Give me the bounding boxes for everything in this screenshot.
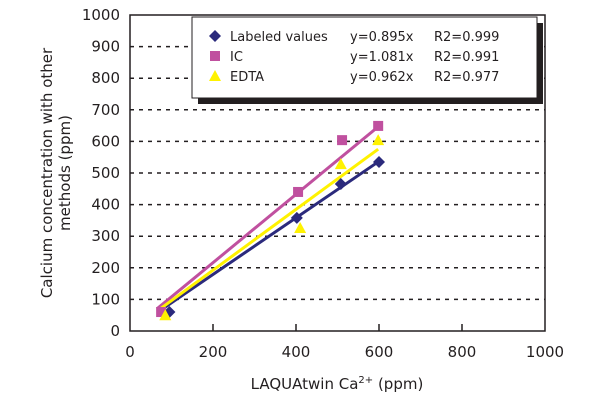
legend-marker-ic [210,51,220,61]
legend-equation-edta: y=0.962x [350,70,414,85]
point-ic [337,135,348,146]
x-axis-ticks: 0 200 400 600 800 1000 [125,324,564,361]
y-tick-label: 600 [91,132,120,150]
y-tick-label: 1000 [82,6,120,24]
legend-label-edta: EDTA [230,70,264,85]
y-tick-label: 500 [91,164,120,182]
legend-marker-labeled-values [209,30,221,42]
legend-r2-edta: R2=0.977 [434,70,499,85]
trendlines [156,125,380,310]
legend: Labeled values y=0.895x R2=0.999 IC y=1.081x… [191,16,543,104]
plot-frame [129,14,546,332]
y-tick-label: 0 [110,322,120,340]
legend-label-ic: IC [230,50,243,65]
y-tick-label: 300 [91,227,120,245]
point-labeled-values [290,211,303,224]
y-axis-label-line2: methods (ppm) [56,115,74,231]
y-tick-label: 200 [91,259,120,277]
legend-marker-edta [209,70,221,81]
x-axis-label: LAQUAtwin Ca2+ (ppm) [251,375,424,393]
point-labeled-values [334,178,347,191]
legend-equation-ic: y=1.081x [350,50,414,65]
x-tick-label: 400 [282,343,311,361]
y-tick-label: 900 [91,38,120,56]
x-tick-label: 0 [125,343,135,361]
legend-label-labeled-values: Labeled values [230,30,328,45]
legend-r2-labeled-values: R2=0.999 [434,30,499,45]
point-ic [293,186,304,197]
legend-box [191,16,538,99]
legend-r2-ic: R2=0.991 [434,50,499,65]
x-tick-label: 800 [448,343,477,361]
point-edta [159,309,172,321]
point-edta [372,134,385,146]
y-axis-ticks: 0 100 200 300 400 500 600 700 800 900 1000 [82,6,120,340]
point-ic [156,307,167,318]
x-tick-label: 600 [365,343,394,361]
trendline-edta [160,148,380,310]
legend-equation-labeled-values: y=0.895x [350,30,414,45]
trendline-ic [156,125,380,310]
y-tick-label: 700 [91,101,120,119]
point-ic [373,120,384,131]
point-edta [334,158,347,170]
x-tick-label: 200 [199,343,228,361]
data-points [156,120,385,321]
trendline-labeled-values [164,160,380,309]
y-axis-label-line1: Calcium concentration with other [38,47,56,298]
point-labeled-values [373,155,385,168]
point-edta [294,221,307,233]
y-tick-label: 800 [91,69,120,87]
y-tick-label: 100 [91,290,120,308]
y-tick-label: 400 [91,196,120,214]
x-tick-label: 1000 [526,343,564,361]
